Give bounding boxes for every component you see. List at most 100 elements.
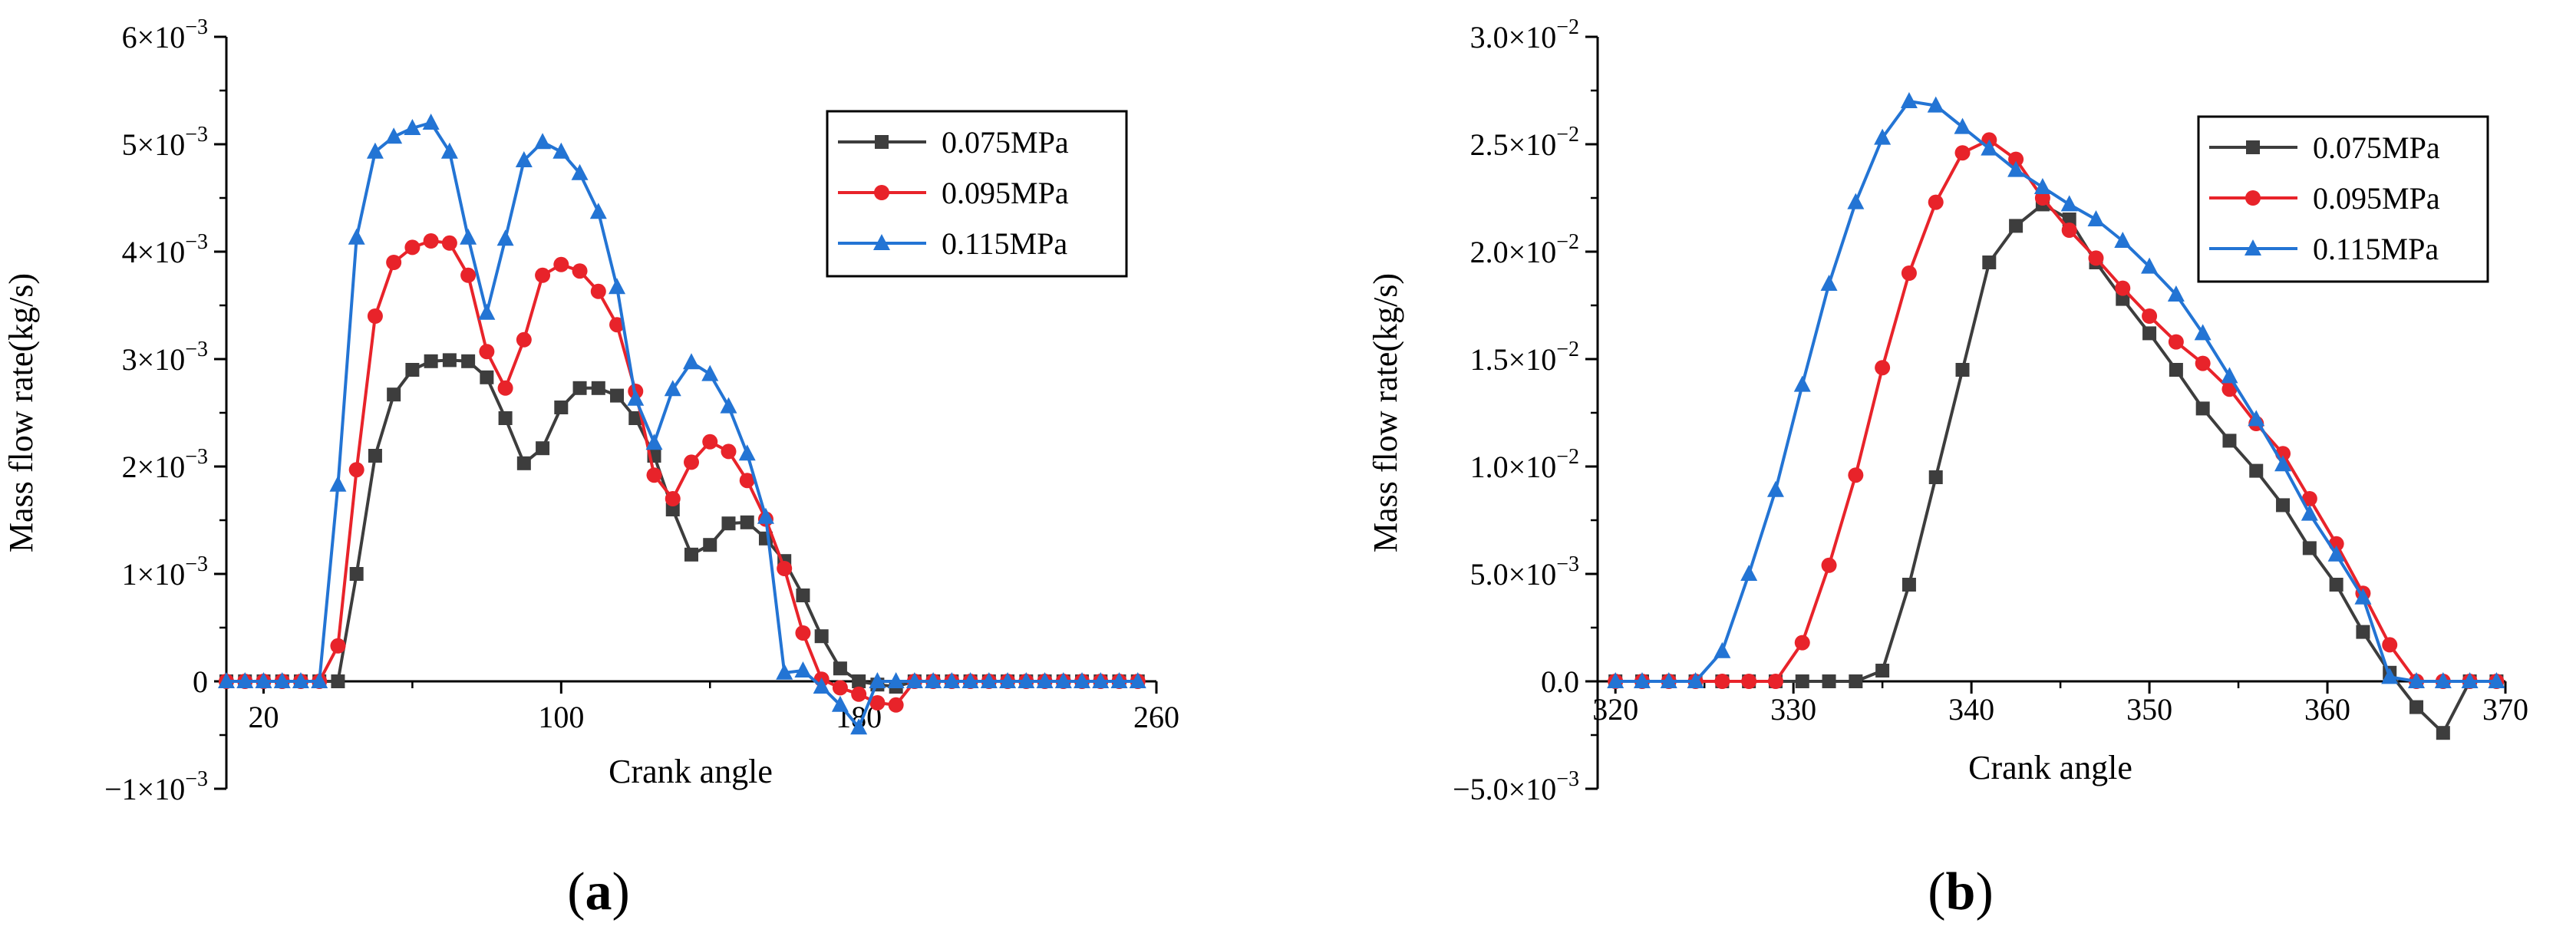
data-point-circle [2301, 491, 2317, 506]
data-point-square [2246, 140, 2260, 154]
data-point-triangle [961, 672, 979, 688]
data-point-triangle [943, 672, 961, 688]
data-point-triangle [2167, 285, 2185, 302]
y-tick-label: 5.0×10−3 [1470, 552, 1579, 592]
data-point-square [2436, 726, 2450, 740]
data-point-square [1875, 664, 1890, 677]
data-point-triangle [329, 475, 347, 492]
data-point-circle [2245, 190, 2261, 206]
data-point-triangle [1766, 480, 1784, 497]
data-point-triangle [2033, 178, 2051, 194]
data-point-triangle [2354, 588, 2372, 605]
data-point-triangle [404, 119, 421, 135]
data-point-circle [1767, 674, 1783, 689]
data-point-square [2222, 434, 2237, 448]
data-point-square [684, 547, 698, 562]
data-point-triangle [2114, 232, 2132, 248]
y-tick-label: 3.0×10−2 [1470, 15, 1579, 54]
data-point-triangle [292, 672, 309, 688]
y-tick-label-base: 0.0 [1541, 664, 1579, 699]
data-point-square [665, 503, 680, 516]
data-point-triangle [2087, 210, 2105, 226]
data-point-triangle [1036, 672, 1054, 688]
series-0.115MPa [1607, 92, 2505, 688]
data-point-triangle [348, 228, 365, 245]
y-axis-label: Mass flow rate(kg/s) [1367, 273, 1404, 552]
data-point-triangle [905, 672, 923, 688]
legend-label: 0.075MPa [942, 125, 1069, 160]
data-point-circle [386, 255, 402, 270]
data-point-triangle [1981, 139, 1998, 156]
data-point-circle [516, 331, 532, 348]
data-point-triangle [1820, 275, 1838, 291]
data-point-triangle [980, 672, 998, 688]
y-tick-label: −1×10−3 [104, 767, 208, 806]
data-point-circle [330, 638, 346, 654]
data-point-triangle [2007, 160, 2025, 177]
data-point-triangle [2488, 672, 2505, 688]
data-point-triangle [1687, 672, 1704, 688]
data-point-square [2195, 401, 2210, 416]
y-tick-label-base: 1×10 [122, 557, 186, 592]
legend: 0.075MPa 0.095MPa 0.115MPa [826, 110, 1128, 278]
data-point-square [554, 401, 569, 414]
y-tick-label-base: 6×10 [122, 20, 186, 54]
data-point-triangle [925, 672, 942, 688]
data-point-triangle [1633, 672, 1651, 688]
data-point-triangle [1607, 672, 1624, 688]
data-point-triangle [1927, 96, 1944, 113]
data-point-square [610, 388, 625, 403]
data-point-circle [1928, 194, 1944, 210]
data-point-square [2409, 700, 2424, 714]
data-point-triangle [273, 672, 291, 688]
data-point-square [796, 588, 810, 602]
data-point-circle [1954, 145, 1971, 161]
data-point-square [1822, 674, 1836, 688]
y-tick-label: 1.5×10−2 [1470, 338, 1579, 377]
data-point-triangle [440, 142, 458, 159]
data-point-triangle [794, 661, 812, 677]
y-tick-label-exponent: −2 [1556, 338, 1579, 361]
data-point-triangle [2408, 672, 2426, 688]
x-tick-label: 100 [538, 700, 584, 734]
y-tick-label: 1.0×10−2 [1470, 445, 1579, 484]
data-point-circle [702, 434, 718, 450]
data-point-circle [497, 380, 513, 396]
data-point-circle [423, 233, 439, 249]
data-point-square [2276, 498, 2291, 513]
data-point-circle [665, 491, 681, 506]
data-point-square [442, 353, 457, 368]
data-point-circle [590, 283, 606, 299]
data-point-triangle [422, 114, 440, 130]
data-point-square [368, 449, 382, 463]
y-tick-label-exponent: −2 [1556, 123, 1579, 147]
data-point-circle [2008, 151, 2024, 167]
data-point-circle [460, 267, 477, 283]
data-point-circle [2168, 334, 2184, 350]
data-point-circle [441, 235, 457, 251]
data-point-square [461, 354, 476, 368]
data-point-square [2356, 625, 2370, 639]
y-tick-label-base: 2×10 [122, 450, 186, 484]
data-point-triangle [1054, 672, 1072, 688]
data-point-circle [874, 185, 889, 200]
data-point-square [1955, 363, 1970, 377]
data-point-triangle [496, 229, 514, 246]
y-tick-label-exponent: −2 [1556, 230, 1579, 254]
data-point-triangle [1713, 641, 1731, 658]
data-point-triangle [2301, 504, 2318, 521]
data-point-square [1982, 256, 1997, 269]
x-tick-label: 360 [2304, 692, 2350, 727]
data-point-triangle [757, 507, 774, 524]
data-point-square [331, 674, 345, 688]
panel-paren: ( [567, 862, 585, 921]
y-tick-label-base: 5.0×10 [1470, 557, 1557, 592]
legend-label: 0.115MPa [2313, 232, 2439, 266]
y-tick-label-base: −5.0×10 [1453, 772, 1556, 806]
data-point-square [2249, 463, 2264, 478]
data-point-square [2009, 219, 2024, 233]
data-point-square [740, 515, 754, 529]
data-point-triangle [627, 389, 645, 406]
